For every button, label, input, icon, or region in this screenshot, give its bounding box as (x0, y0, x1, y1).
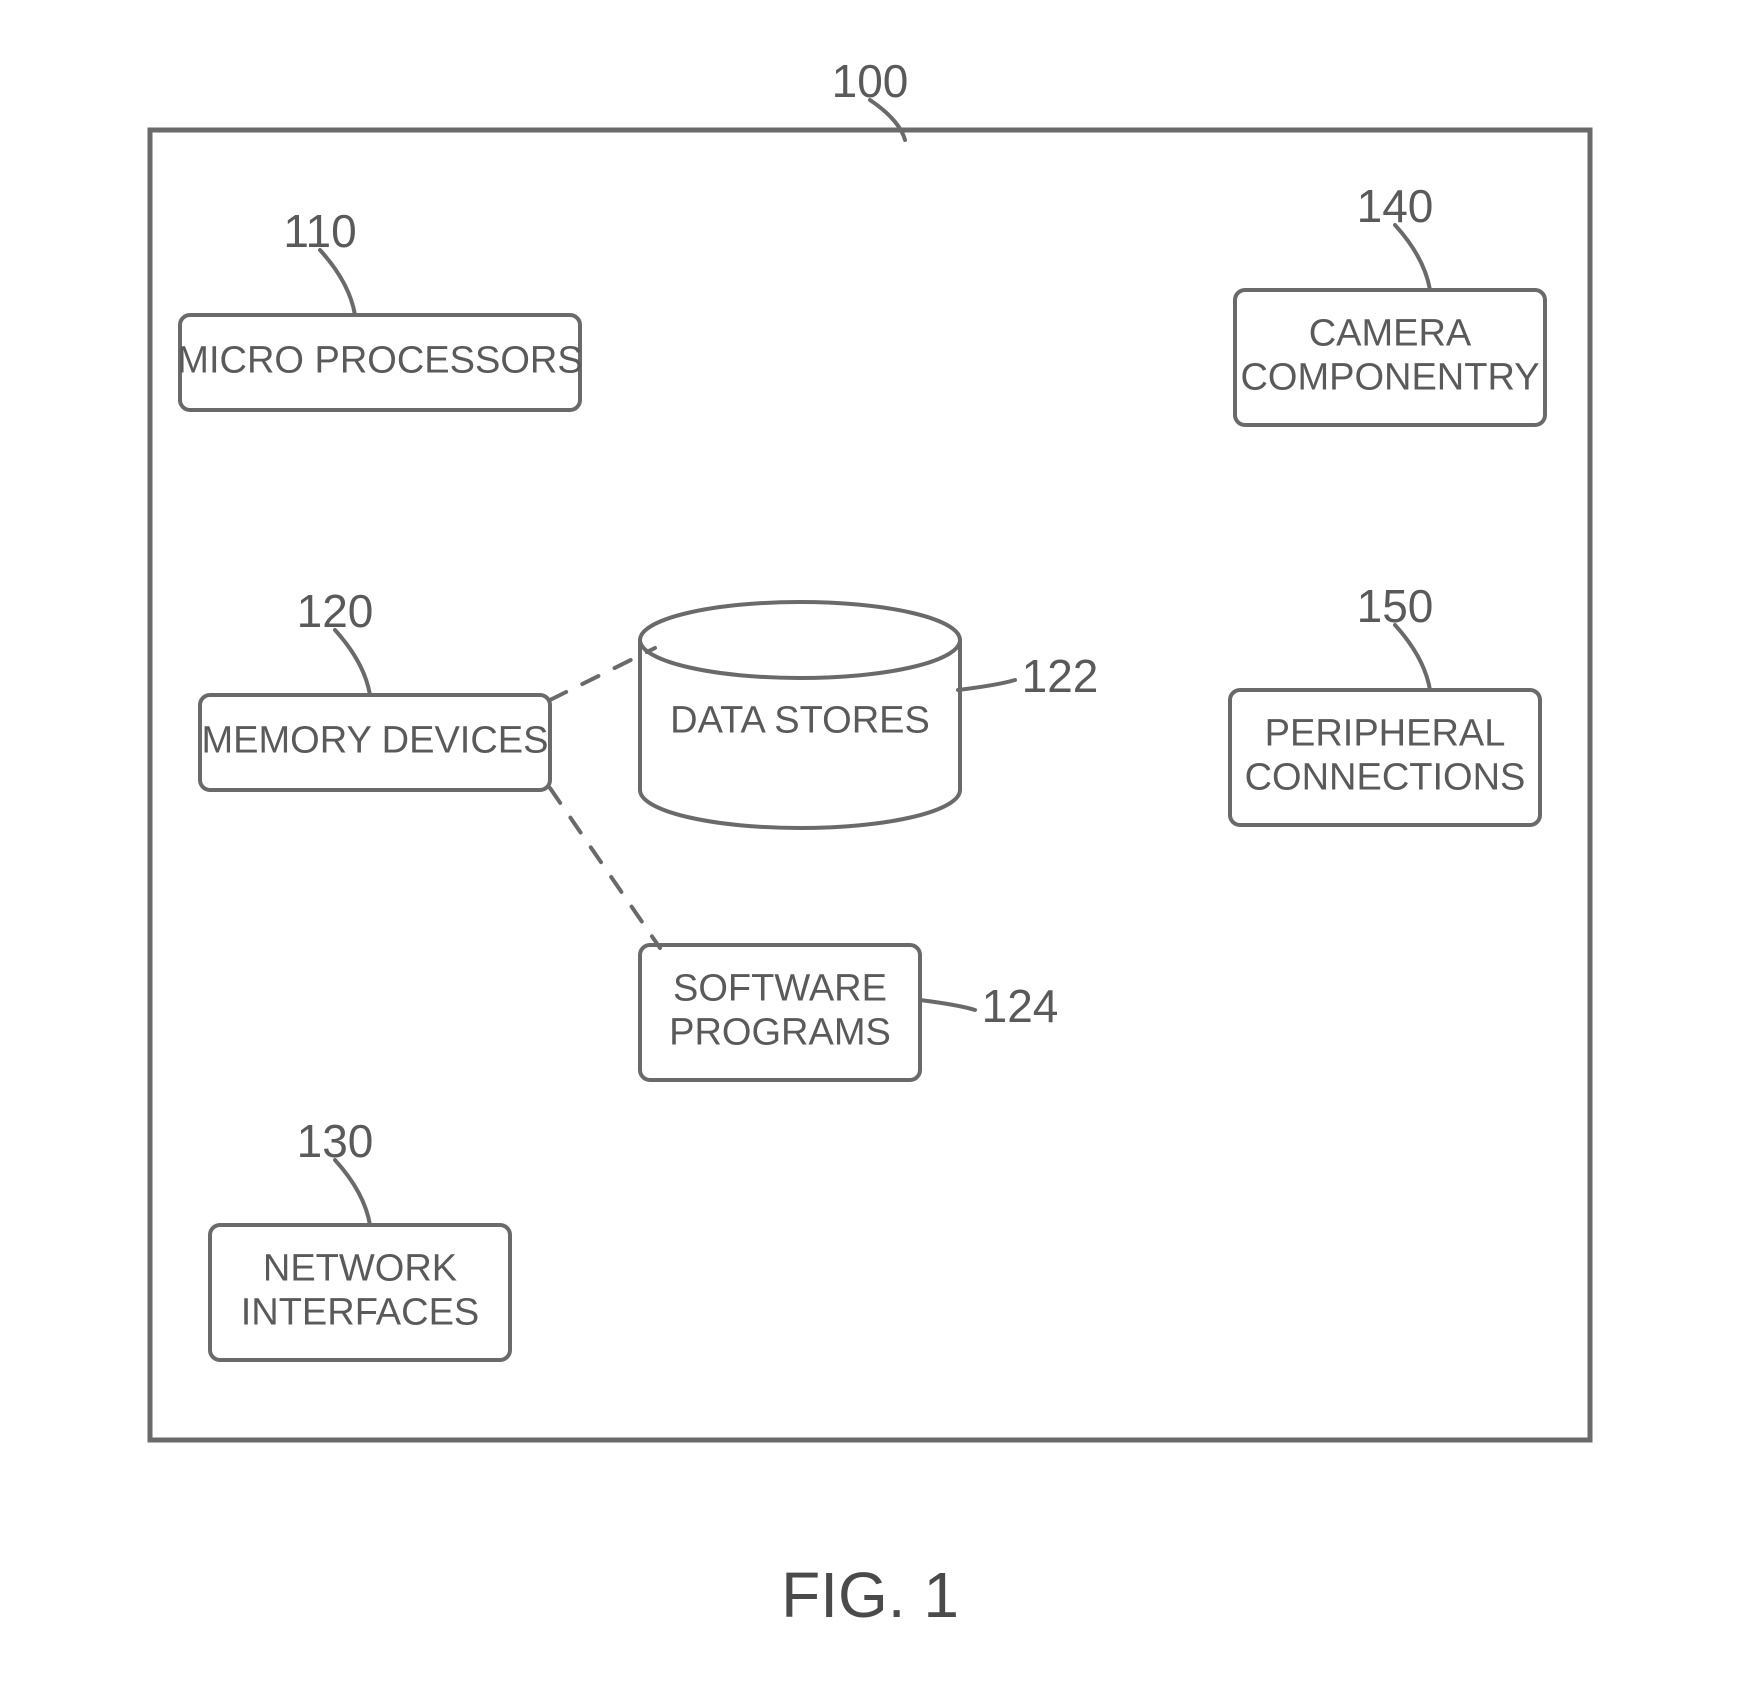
svg-text:124: 124 (982, 980, 1059, 1032)
svg-text:INTERFACES: INTERFACES (241, 1291, 480, 1333)
svg-text:DATA STORES: DATA STORES (670, 700, 930, 742)
svg-text:COMPONENTRY: COMPONENTRY (1240, 356, 1539, 398)
svg-text:CAMERA: CAMERA (1309, 313, 1472, 355)
svg-text:100: 100 (832, 55, 909, 107)
svg-text:PERIPHERAL: PERIPHERAL (1265, 713, 1506, 755)
svg-text:110: 110 (283, 205, 356, 257)
svg-text:120: 120 (297, 585, 374, 637)
svg-text:130: 130 (297, 1115, 374, 1167)
svg-text:NETWORK: NETWORK (263, 1248, 457, 1290)
svg-text:PROGRAMS: PROGRAMS (669, 1011, 891, 1053)
svg-text:150: 150 (1357, 580, 1434, 632)
svg-text:140: 140 (1357, 180, 1434, 232)
figure-caption: FIG. 1 (781, 1559, 959, 1631)
svg-text:CONNECTIONS: CONNECTIONS (1245, 756, 1526, 798)
svg-text:122: 122 (1022, 650, 1099, 702)
svg-text:MEMORY DEVICES: MEMORY DEVICES (201, 720, 548, 762)
svg-text:MICRO PROCESSORS: MICRO PROCESSORS (177, 340, 582, 382)
svg-text:SOFTWARE: SOFTWARE (673, 968, 887, 1010)
